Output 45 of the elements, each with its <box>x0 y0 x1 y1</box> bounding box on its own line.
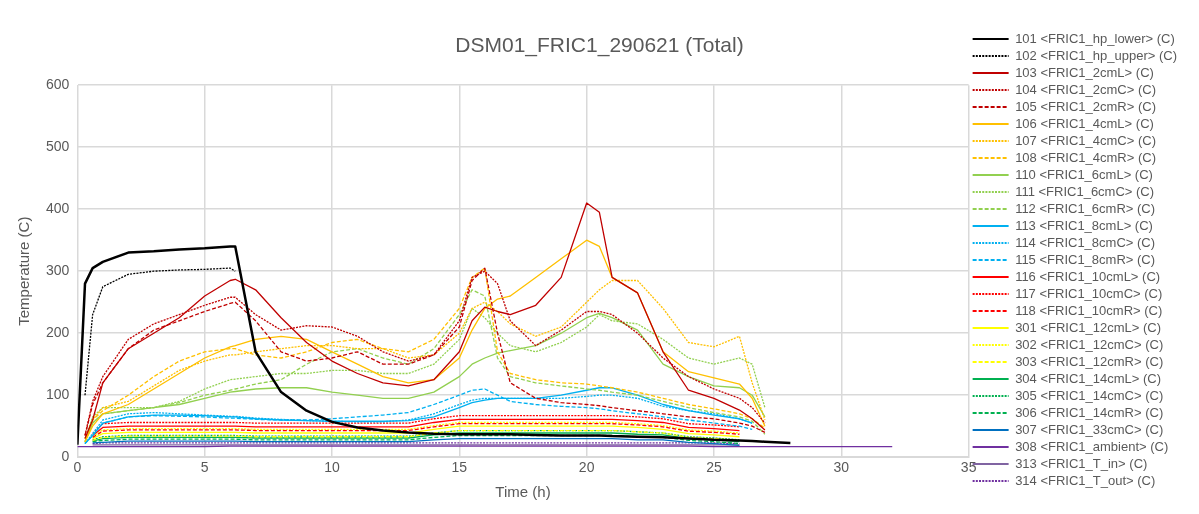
legend-label: 107 <FRIC1_4cmC> (C) <box>1015 132 1157 148</box>
legend-label: 113 <FRIC1_8cmL> (C) <box>1015 217 1153 233</box>
legend-label: 111 <FRIC1_6cmC> (C) <box>1015 183 1155 199</box>
legend-label: 308 <FRIC1_ambient> (C) <box>1015 438 1169 454</box>
legend-label: 106 <FRIC1_4cmL> (C) <box>1015 115 1154 131</box>
legend-label: 302 <FRIC1_12cmC> (C) <box>1015 336 1164 352</box>
legend-label: 110 <FRIC1_6cmL> (C) <box>1015 166 1153 182</box>
legend-label: 314 <FRIC1_T_out> (C) <box>1015 472 1156 488</box>
y-tick-label: 100 <box>46 386 70 403</box>
y-tick-label: 400 <box>46 200 70 217</box>
y-tick-label: 0 <box>61 448 70 465</box>
legend-label: 307 <FRIC1_33cmC> (C) <box>1015 421 1164 437</box>
x-tick-label: 20 <box>578 459 595 476</box>
legend-label: 303 <FRIC1_12cmR> (C) <box>1015 353 1164 369</box>
y-tick-label: 300 <box>46 262 70 279</box>
legend-label: 103 <FRIC1_2cmL> (C) <box>1015 64 1154 80</box>
x-tick-label: 35 <box>960 459 977 476</box>
x-tick-label: 0 <box>73 459 82 476</box>
x-tick-label: 5 <box>200 459 209 476</box>
legend-label: 104 <FRIC1_2cmC> (C) <box>1015 81 1157 97</box>
y-axis-title: Temperature (C) <box>15 216 33 326</box>
x-tick-label: 15 <box>451 459 468 476</box>
legend-label: 116 <FRIC1_10cmL> (C) <box>1015 268 1161 284</box>
legend-label: 105 <FRIC1_2cmR> (C) <box>1015 98 1157 114</box>
x-tick-label: 25 <box>706 459 722 476</box>
legend-label: 118 <FRIC1_10cmR> (C) <box>1015 302 1163 318</box>
legend-label: 305 <FRIC1_14cmC> (C) <box>1015 387 1164 403</box>
legend-label: 115 <FRIC1_8cmR> (C) <box>1015 251 1156 267</box>
x-axis-title: Time (h) <box>495 483 551 501</box>
legend-label: 304 <FRIC1_14cmL> (C) <box>1015 370 1162 386</box>
x-tick-label: 30 <box>833 459 850 476</box>
legend-label: 112 <FRIC1_6cmR> (C) <box>1015 200 1156 216</box>
chart-title: DSM01_FRIC1_290621 (Total) <box>455 33 744 58</box>
legend-label: 117 <FRIC1_10cmC> (C) <box>1015 285 1163 301</box>
legend-label: 306 <FRIC1_14cmR> (C) <box>1015 404 1164 420</box>
y-tick-label: 500 <box>46 138 70 155</box>
y-tick-label: 600 <box>46 76 70 93</box>
legend-label: 114 <FRIC1_8cmC> (C) <box>1015 234 1156 250</box>
x-tick-label: 10 <box>324 459 340 476</box>
legend-label: 108 <FRIC1_4cmR> (C) <box>1015 149 1157 165</box>
legend-label: 101 <FRIC1_hp_lower> (C) <box>1015 30 1175 46</box>
y-tick-label: 200 <box>46 324 70 341</box>
legend-label: 102 <FRIC1_hp_upper> (C) <box>1015 47 1177 63</box>
legend-label: 301 <FRIC1_12cmL> (C) <box>1015 319 1162 335</box>
legend-label: 313 <FRIC1_T_in> (C) <box>1015 455 1148 471</box>
